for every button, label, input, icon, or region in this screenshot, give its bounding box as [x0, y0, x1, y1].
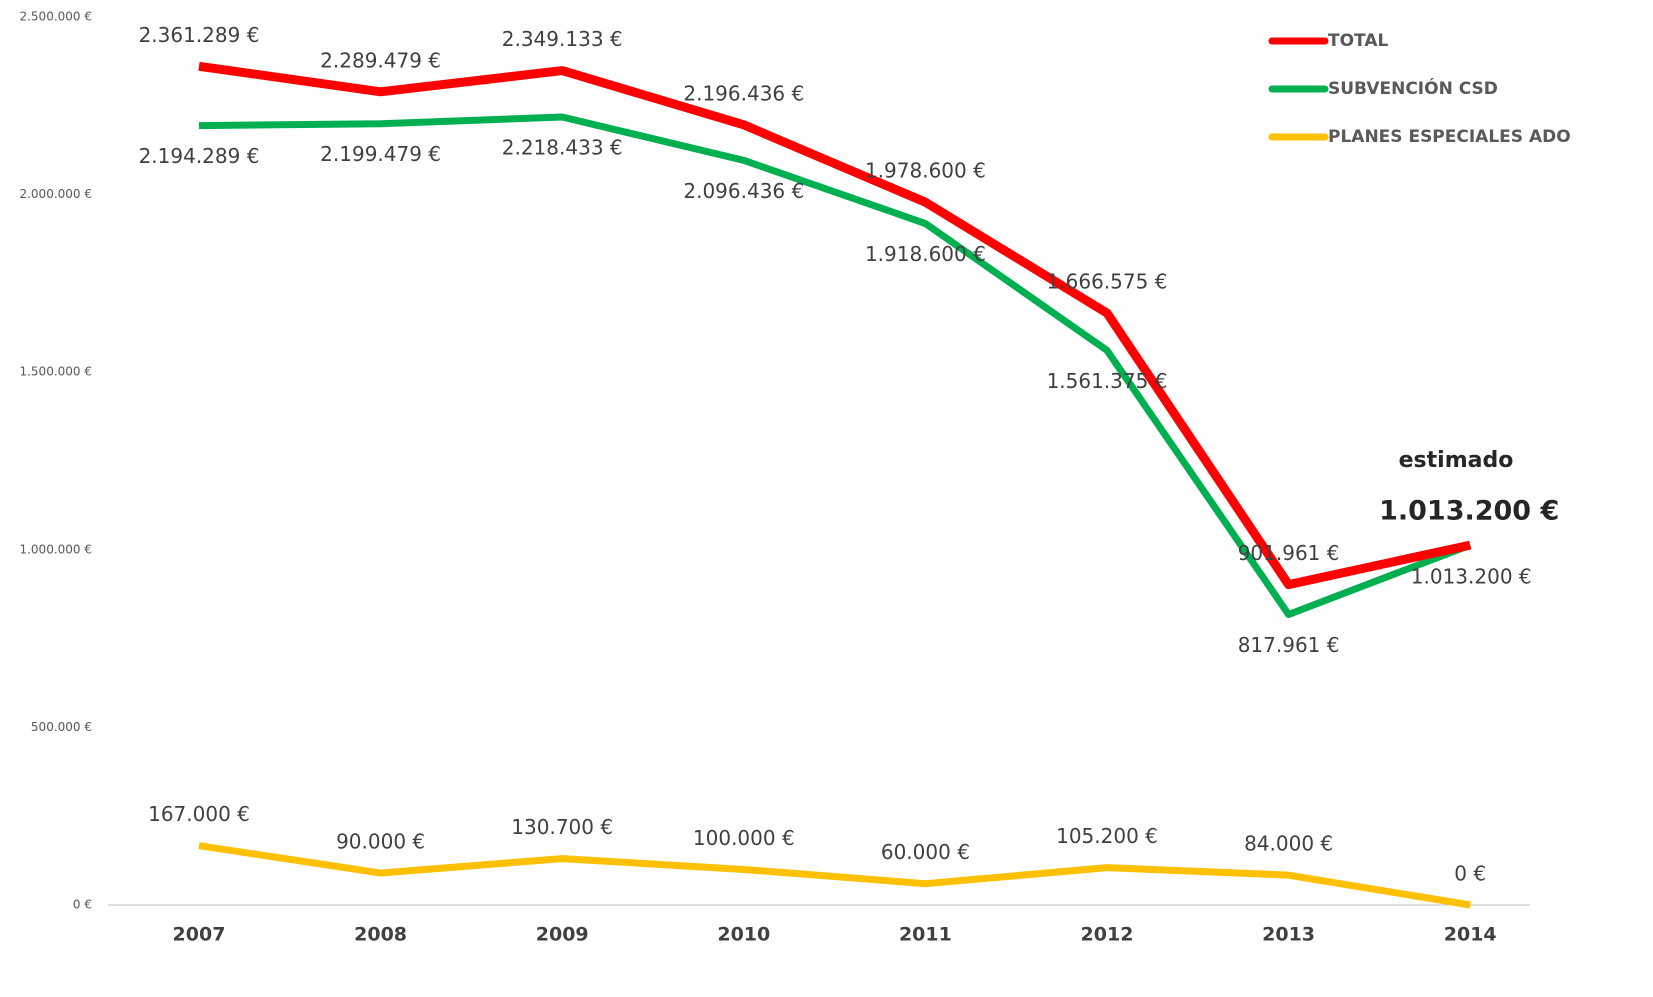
annotation: estimado	[1399, 448, 1514, 473]
value-label: 2.096.436 €	[683, 179, 804, 203]
value-label: 2.194.289 €	[139, 144, 260, 168]
value-label: 1.013.200 €	[1411, 565, 1532, 589]
value-label: 1.666.575 €	[1047, 270, 1168, 294]
series-line	[198, 61, 1472, 590]
x-tick-label: 2009	[536, 924, 589, 946]
legend-label: TOTAL	[1328, 31, 1388, 51]
value-label: 84.000 €	[1244, 832, 1333, 856]
value-label: 60.000 €	[881, 840, 970, 864]
x-tick-label: 2012	[1081, 924, 1134, 946]
value-label: 105.200 €	[1056, 824, 1158, 848]
value-label: 817.961 €	[1238, 633, 1340, 657]
value-label: 2.196.436 €	[683, 81, 804, 105]
x-tick-label: 2011	[899, 924, 952, 946]
value-label: 901.961 €	[1238, 541, 1340, 565]
value-label: 1.978.600 €	[865, 159, 986, 183]
x-tick-label: 2013	[1262, 924, 1315, 946]
y-tick-label: 2.000.000 €	[19, 187, 92, 201]
x-tick-label: 2007	[173, 924, 226, 946]
value-label: 2.349.133 €	[502, 27, 623, 51]
value-label: 90.000 €	[336, 830, 425, 854]
value-label: 0 €	[1454, 862, 1486, 886]
y-tick-label: 1.000.000 €	[19, 542, 92, 556]
value-label: 100.000 €	[693, 826, 795, 850]
x-tick-label: 2008	[354, 924, 407, 946]
value-label: 1.918.600 €	[865, 242, 986, 266]
value-label: 130.700 €	[511, 815, 613, 839]
y-tick-label: 0 €	[73, 898, 92, 912]
y-tick-label: 500.000 €	[31, 720, 92, 734]
y-tick-label: 2.500.000 €	[19, 10, 92, 24]
value-label: 2.361.289 €	[139, 23, 260, 47]
value-label: 1.561.375 €	[1047, 369, 1168, 393]
x-tick-label: 2010	[717, 924, 770, 946]
y-tick-label: 1.500.000 €	[19, 365, 92, 379]
legend-label: PLANES ESPECIALES ADO	[1328, 127, 1571, 147]
series-line	[198, 113, 1472, 618]
legend-label: SUBVENCIÓN CSD	[1328, 77, 1498, 99]
value-label: 2.218.433 €	[502, 136, 623, 160]
value-label: 2.199.479 €	[320, 142, 441, 166]
series-line	[198, 842, 1471, 909]
value-label: 167.000 €	[148, 802, 250, 826]
value-label: 1.013.200 €	[1379, 496, 1559, 527]
x-tick-label: 2014	[1444, 924, 1497, 946]
value-label: 2.289.479 €	[320, 48, 441, 72]
